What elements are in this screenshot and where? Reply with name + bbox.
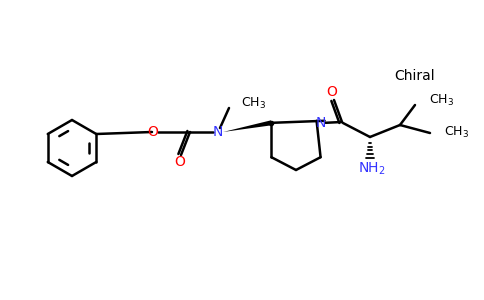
Text: N: N: [213, 125, 223, 139]
Text: O: O: [148, 125, 158, 139]
Text: CH$_3$: CH$_3$: [429, 92, 454, 108]
Text: Chiral: Chiral: [394, 69, 435, 83]
Text: O: O: [175, 155, 185, 169]
Text: O: O: [327, 85, 337, 99]
Text: NH$_2$: NH$_2$: [358, 161, 386, 177]
Text: CH$_3$: CH$_3$: [241, 95, 266, 111]
Text: N: N: [316, 116, 326, 130]
Polygon shape: [223, 120, 272, 132]
Text: CH$_3$: CH$_3$: [444, 124, 469, 140]
